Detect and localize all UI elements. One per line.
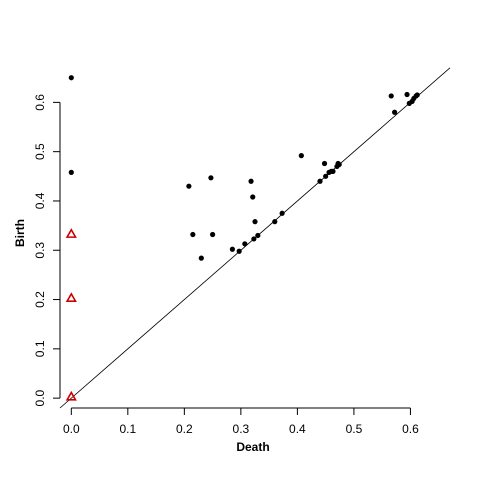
x-tick-label: 0.2: [176, 422, 193, 436]
x-tick-label: 0.4: [289, 422, 306, 436]
data-point: [330, 168, 336, 174]
data-point-triangle: [65, 292, 77, 303]
y-tick-label: 0.5: [33, 143, 47, 160]
data-point: [388, 93, 394, 99]
data-point: [321, 160, 328, 167]
data-point: [229, 246, 235, 252]
data-point: [242, 241, 248, 247]
y-tick-label: 0.0: [33, 389, 47, 406]
y-tick-label: 0.1: [33, 340, 47, 357]
data-point: [236, 248, 242, 254]
x-tick-label: 0.5: [346, 422, 363, 436]
data-point-triangle: [65, 228, 77, 238]
data-point: [392, 109, 398, 115]
y-tick-label: 0.4: [33, 192, 47, 209]
data-point: [210, 231, 216, 238]
data-point: [198, 255, 204, 261]
x-tick-label: 0.6: [402, 422, 419, 436]
data-point: [323, 173, 329, 179]
data-point: [208, 175, 214, 181]
axes: 0.0 0.1 0.2 0.3 0.4 0.5 0.6 0.0 0.1 0.2 0.3 0.4 0.5 0…: [33, 94, 419, 436]
data-point: [298, 153, 304, 159]
data-point: [248, 178, 254, 184]
y-tick-label: 0.6: [33, 94, 47, 111]
x-tick-label: 0.0: [63, 422, 80, 436]
data-point: [317, 178, 323, 184]
data-point: [272, 219, 278, 225]
data-point-triangle: [65, 390, 77, 401]
y-tick-label: 0.3: [33, 242, 47, 259]
data-point: [255, 232, 261, 239]
y-axis-label: Birth: [13, 219, 27, 247]
data-point: [251, 236, 257, 242]
data-point: [190, 231, 196, 238]
data-point: [414, 92, 420, 98]
points-layer: [65, 75, 420, 401]
data-point: [336, 161, 342, 168]
x-tick-label: 0.1: [119, 422, 136, 436]
data-point: [279, 210, 285, 216]
data-point: [404, 91, 410, 98]
x-tick-label: 0.3: [233, 422, 250, 436]
data-point: [68, 169, 74, 175]
y-tick-label: 0.2: [33, 291, 47, 308]
data-point: [252, 219, 258, 225]
data-point: [68, 75, 74, 81]
data-point: [250, 194, 256, 200]
data-point: [186, 183, 192, 189]
x-axis-label: Death: [236, 440, 269, 454]
